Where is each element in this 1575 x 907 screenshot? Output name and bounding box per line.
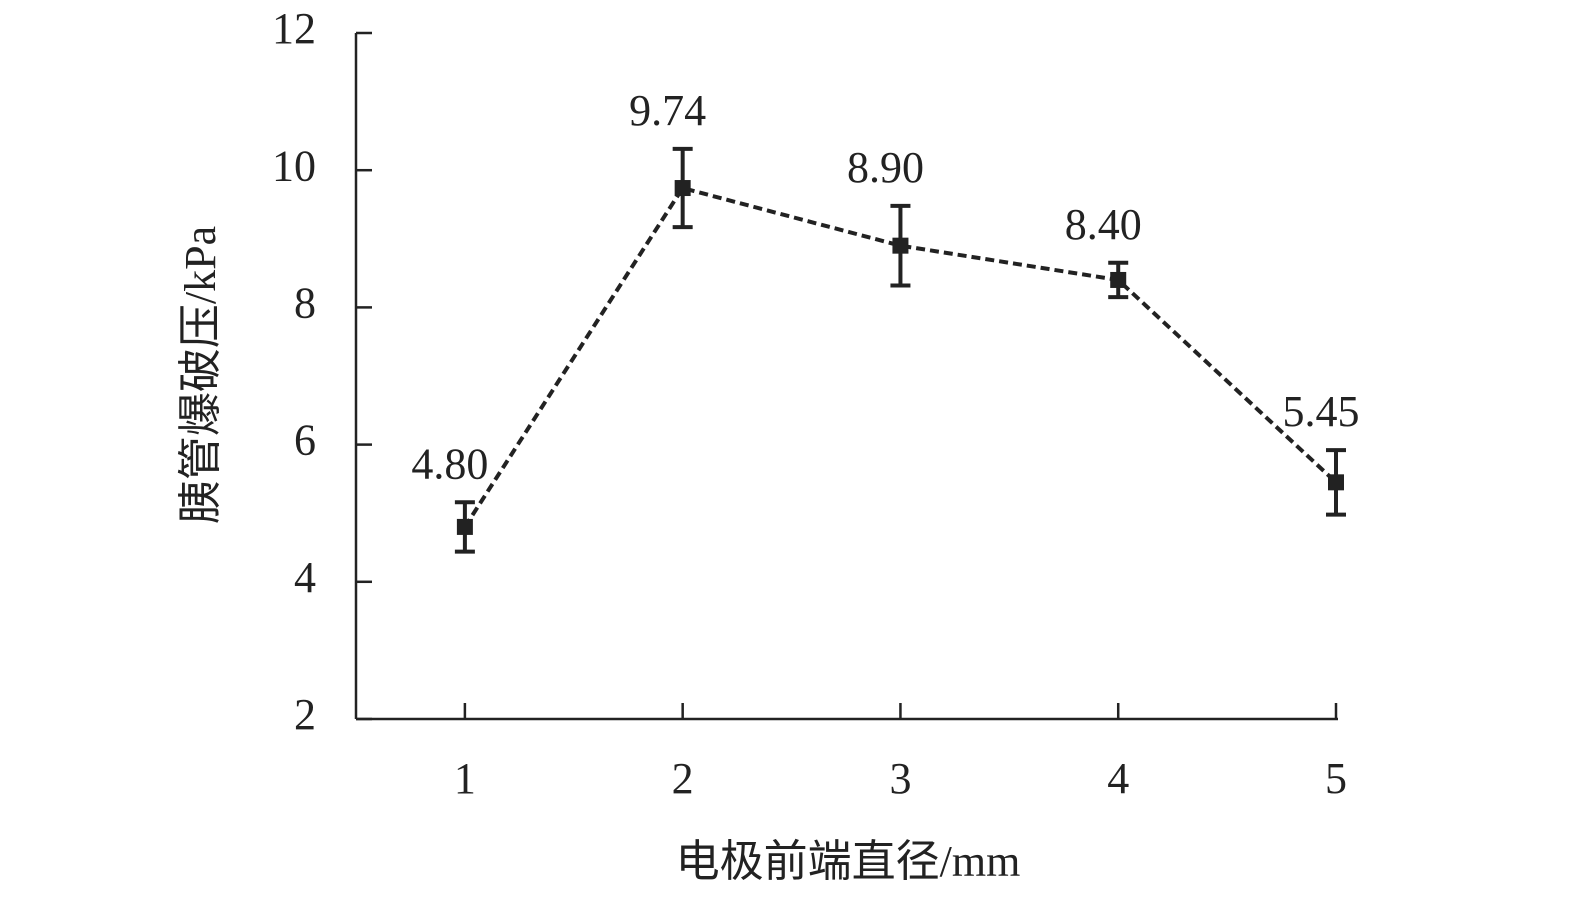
y-tick-label: 12 <box>272 4 316 53</box>
x-tick-label: 1 <box>454 754 476 803</box>
x-tick-label: 5 <box>1325 754 1347 803</box>
data-label: 8.90 <box>847 143 924 192</box>
y-tick-label: 4 <box>294 553 316 602</box>
data-label: 5.45 <box>1283 387 1360 436</box>
data-line <box>463 185 1338 529</box>
point-marker <box>1328 474 1344 491</box>
point-marker <box>892 237 909 254</box>
x-axis-title: 电极前端直径/mm <box>676 837 1021 886</box>
x-tick-label: 4 <box>1107 754 1129 803</box>
y-tick-label: 6 <box>294 416 316 465</box>
y-tick-label: 8 <box>294 278 316 327</box>
y-tick-label: 10 <box>272 141 316 190</box>
point-marker <box>674 180 691 197</box>
x-tick-label: 2 <box>672 754 694 803</box>
data-label: 8.40 <box>1065 200 1142 249</box>
data-label: 9.74 <box>629 86 706 135</box>
y-tick-label: 2 <box>294 690 316 739</box>
data-label: 4.80 <box>411 439 488 488</box>
x-tick-label: 3 <box>889 754 911 803</box>
point-marker <box>1110 271 1127 288</box>
y-axis-title: 胰管爆破压/kPa <box>176 226 225 524</box>
point-marker <box>456 518 473 535</box>
